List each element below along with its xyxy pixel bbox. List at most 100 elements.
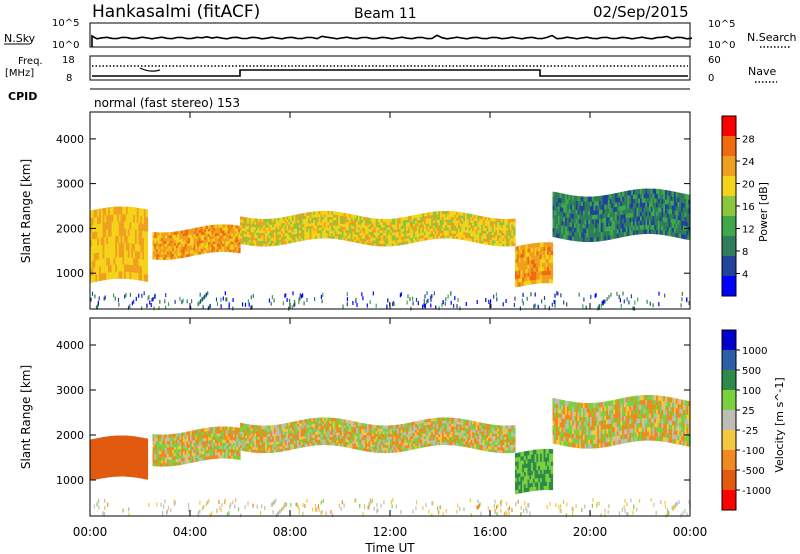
echo-cell [125, 468, 129, 473]
echo-cell [631, 216, 634, 222]
echo-cell [325, 420, 329, 424]
echo-cell [288, 427, 291, 432]
echo-cell [281, 238, 284, 243]
echo-cell [390, 224, 393, 228]
echo-cell [675, 205, 679, 211]
echo-cell [613, 229, 616, 235]
echo-cell [422, 221, 425, 225]
echo-cell [325, 216, 329, 220]
echo-cell [108, 464, 111, 470]
echo-cell [306, 212, 309, 216]
echo-cell [686, 221, 689, 227]
echo-cell [122, 435, 125, 441]
echo-cell [211, 449, 214, 453]
echo-cell [631, 207, 634, 213]
echo-cell [261, 428, 264, 432]
echo-cell [213, 452, 216, 456]
echo-cell [561, 215, 564, 221]
echo-cell [466, 213, 470, 217]
echo-cell [375, 240, 379, 244]
echo-cell [125, 206, 129, 215]
echo-cell [261, 433, 264, 437]
echo-cell [425, 212, 429, 216]
scatter-cell [199, 292, 201, 297]
echo-cell [616, 210, 620, 216]
echo-cell [397, 231, 400, 235]
echo-cell [361, 227, 364, 231]
echo-cell [395, 234, 398, 238]
echo-cell [99, 437, 102, 443]
echo-cell [338, 212, 341, 216]
echo-cell [166, 462, 170, 467]
echo-cell [136, 457, 140, 462]
echo-cell [108, 452, 111, 457]
echo-cell [156, 232, 159, 236]
echo-cell [541, 278, 545, 284]
echo-cell [290, 239, 293, 244]
echo-cell [593, 209, 596, 215]
echo-cell [216, 237, 220, 242]
echo-cell [186, 234, 189, 239]
echo-cell [266, 243, 270, 247]
echo-cell [172, 452, 175, 457]
echo-cell [225, 426, 229, 431]
scatter-cell [197, 302, 199, 307]
echo-cell [473, 236, 477, 240]
echo-cell [225, 442, 229, 446]
echo-cell [223, 448, 227, 453]
echo-cell [393, 231, 396, 236]
echo-cell [229, 238, 232, 242]
echo-cell [495, 223, 498, 228]
echo-cell [298, 436, 302, 440]
echo-cell [481, 219, 484, 223]
echo-cell [163, 453, 166, 458]
echo-cell [275, 427, 279, 431]
echo-cell [320, 428, 323, 432]
echo-cell [613, 224, 616, 230]
echo-cell [329, 420, 332, 424]
echo-cell [352, 236, 355, 240]
echo-cell [206, 244, 209, 248]
echo-cell [329, 425, 332, 429]
echo-cell [95, 446, 98, 452]
echo-cell [341, 212, 345, 216]
echo-cell [307, 443, 311, 447]
echo-cell [99, 466, 102, 471]
echo-cell [295, 236, 298, 240]
echo-cell [579, 200, 582, 206]
echo-cell [100, 237, 104, 245]
echo-cell [204, 228, 207, 232]
echo-cell [511, 237, 514, 241]
echo-cell [531, 263, 534, 269]
echo-cell [502, 227, 505, 231]
echo-cell [531, 247, 534, 252]
echo-cell [391, 237, 395, 241]
echo-cell [382, 219, 386, 223]
echo-cell [122, 443, 125, 449]
echo-cell [193, 442, 196, 447]
echo-cell [129, 257, 132, 265]
echo-cell [448, 221, 452, 226]
echo-cell [525, 268, 529, 274]
echo-cell [370, 242, 373, 246]
echo-cell [173, 433, 177, 438]
echo-cell [504, 240, 507, 244]
echo-cell [325, 219, 329, 223]
echo-cell [156, 253, 159, 258]
echo-cell [316, 425, 320, 430]
echo-cell [654, 202, 657, 208]
echo-cell [611, 234, 614, 240]
echo-cell [591, 236, 595, 242]
echo-cell [490, 234, 493, 238]
echo-cell [625, 222, 629, 228]
echo-cell [332, 216, 336, 221]
echo-cell [184, 248, 187, 252]
echo-cell [168, 434, 171, 438]
echo-cell [534, 247, 537, 252]
echo-cell [331, 420, 334, 424]
scatter-cell [652, 303, 654, 308]
colorbar-tick-label: 12 [742, 225, 755, 236]
echo-cell [140, 453, 143, 459]
echo-cell [157, 256, 161, 260]
echo-cell [238, 434, 241, 438]
